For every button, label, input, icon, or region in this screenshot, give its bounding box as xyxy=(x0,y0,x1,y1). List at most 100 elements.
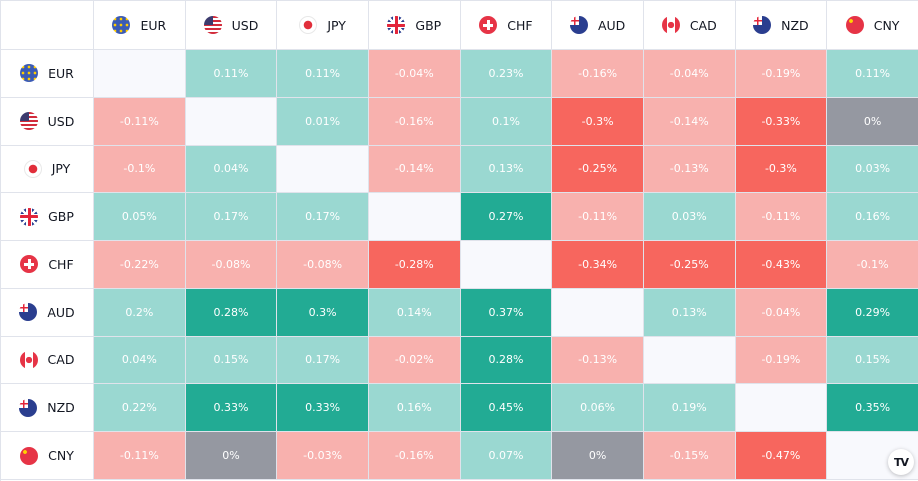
rate-cell-chf-jpy[interactable]: -0.08% xyxy=(277,241,369,289)
rate-cell-jpy-aud[interactable]: -0.25% xyxy=(552,145,644,194)
diagonal-cell xyxy=(277,145,369,194)
rate-cell-cad-eur[interactable]: 0.04% xyxy=(94,336,186,385)
rate-cell-nzd-cad[interactable]: 0.19% xyxy=(643,384,736,433)
rate-cell-aud-eur[interactable]: 0.2% xyxy=(94,288,186,337)
rate-cell-eur-gbp[interactable]: -0.04% xyxy=(368,50,461,98)
currency-code: NZD xyxy=(781,17,809,33)
column-header-gbp[interactable]: GBP xyxy=(368,1,461,50)
china-flag-icon xyxy=(20,446,39,465)
rate-cell-aud-cad[interactable]: 0.13% xyxy=(643,288,736,337)
rate-cell-usd-aud[interactable]: -0.3% xyxy=(552,97,644,146)
rate-cell-eur-nzd[interactable]: -0.19% xyxy=(735,50,828,98)
rate-cell-usd-jpy[interactable]: 0.01% xyxy=(277,97,369,146)
rate-cell-cny-nzd[interactable]: -0.47% xyxy=(735,432,828,480)
diagonal-cell xyxy=(643,336,736,385)
rate-cell-usd-cad[interactable]: -0.14% xyxy=(643,97,736,146)
row-header-jpy[interactable]: JPY xyxy=(1,145,94,194)
rate-cell-gbp-usd[interactable]: 0.17% xyxy=(185,193,278,242)
rate-cell-aud-chf[interactable]: 0.37% xyxy=(460,288,553,337)
currency-code: NZD xyxy=(47,400,75,416)
rate-cell-jpy-usd[interactable]: 0.04% xyxy=(185,145,278,194)
rate-cell-cny-usd[interactable]: 0% xyxy=(185,432,278,480)
australia-flag-icon xyxy=(19,303,38,322)
rate-cell-jpy-gbp[interactable]: -0.14% xyxy=(368,145,461,194)
rate-cell-gbp-aud[interactable]: -0.11% xyxy=(552,193,644,242)
row-header-aud[interactable]: AUD xyxy=(1,288,94,337)
rate-cell-eur-cny[interactable]: 0.11% xyxy=(827,50,918,98)
rate-cell-gbp-nzd[interactable]: -0.11% xyxy=(735,193,828,242)
rate-cell-jpy-eur[interactable]: -0.1% xyxy=(94,145,186,194)
rate-cell-eur-usd[interactable]: 0.11% xyxy=(185,50,278,98)
rate-cell-gbp-jpy[interactable]: 0.17% xyxy=(277,193,369,242)
rate-cell-jpy-cad[interactable]: -0.13% xyxy=(643,145,736,194)
rate-cell-aud-nzd[interactable]: -0.04% xyxy=(735,288,828,337)
column-header-jpy[interactable]: JPY xyxy=(277,1,369,50)
rate-cell-chf-gbp[interactable]: -0.28% xyxy=(368,241,461,289)
rate-cell-cad-usd[interactable]: 0.15% xyxy=(185,336,278,385)
rate-cell-eur-cad[interactable]: -0.04% xyxy=(643,50,736,98)
rate-cell-cny-eur[interactable]: -0.11% xyxy=(94,432,186,480)
rate-cell-aud-usd[interactable]: 0.28% xyxy=(185,288,278,337)
rate-cell-nzd-gbp[interactable]: 0.16% xyxy=(368,384,461,433)
rate-cell-chf-usd[interactable]: -0.08% xyxy=(185,241,278,289)
rate-cell-gbp-eur[interactable]: 0.05% xyxy=(94,193,186,242)
rate-cell-chf-cny[interactable]: -0.1% xyxy=(827,241,918,289)
rate-cell-nzd-usd[interactable]: 0.33% xyxy=(185,384,278,433)
rate-cell-chf-nzd[interactable]: -0.43% xyxy=(735,241,828,289)
column-header-cny[interactable]: CNY xyxy=(827,1,918,50)
rate-cell-eur-jpy[interactable]: 0.11% xyxy=(277,50,369,98)
column-header-cad[interactable]: CAD xyxy=(643,1,736,50)
rate-cell-cny-cad[interactable]: -0.15% xyxy=(643,432,736,480)
us-flag-icon xyxy=(203,16,222,34)
rate-cell-chf-cad[interactable]: -0.25% xyxy=(643,241,736,289)
rate-cell-cny-jpy[interactable]: -0.03% xyxy=(277,432,369,480)
row-header-nzd[interactable]: NZD xyxy=(1,384,94,433)
column-header-nzd[interactable]: NZD xyxy=(735,1,828,50)
rate-cell-nzd-aud[interactable]: 0.06% xyxy=(552,384,644,433)
rate-cell-nzd-jpy[interactable]: 0.33% xyxy=(277,384,369,433)
row-header-cad[interactable]: CAD xyxy=(1,336,94,385)
row-header-chf[interactable]: CHF xyxy=(1,241,94,289)
rate-cell-cad-nzd[interactable]: -0.19% xyxy=(735,336,828,385)
tradingview-logo[interactable]: TV xyxy=(888,449,914,475)
rate-cell-eur-aud[interactable]: -0.16% xyxy=(552,50,644,98)
rate-cell-cad-jpy[interactable]: 0.17% xyxy=(277,336,369,385)
rate-cell-cny-chf[interactable]: 0.07% xyxy=(460,432,553,480)
row-header-eur[interactable]: EUR xyxy=(1,50,94,98)
rate-cell-cny-aud[interactable]: 0% xyxy=(552,432,644,480)
rate-cell-eur-chf[interactable]: 0.23% xyxy=(460,50,553,98)
rate-cell-usd-chf[interactable]: 0.1% xyxy=(460,97,553,146)
column-header-usd[interactable]: USD xyxy=(185,1,278,50)
rate-cell-usd-cny[interactable]: 0% xyxy=(827,97,918,146)
rate-cell-cad-cny[interactable]: 0.15% xyxy=(827,336,918,385)
row-header-gbp[interactable]: GBP xyxy=(1,193,94,242)
uk-flag-icon xyxy=(387,16,406,34)
rate-cell-jpy-nzd[interactable]: -0.3% xyxy=(735,145,828,194)
row-header-usd[interactable]: USD xyxy=(1,97,94,146)
rate-cell-gbp-cad[interactable]: 0.03% xyxy=(643,193,736,242)
column-header-chf[interactable]: CHF xyxy=(460,1,553,50)
rate-cell-nzd-chf[interactable]: 0.45% xyxy=(460,384,553,433)
currency-code: AUD xyxy=(47,304,75,320)
rate-cell-nzd-cny[interactable]: 0.35% xyxy=(827,384,918,433)
column-header-aud[interactable]: AUD xyxy=(552,1,644,50)
rate-cell-gbp-cny[interactable]: 0.16% xyxy=(827,193,918,242)
rate-cell-jpy-cny[interactable]: 0.03% xyxy=(827,145,918,194)
column-header-eur[interactable]: EUR xyxy=(94,1,186,50)
rate-cell-cad-aud[interactable]: -0.13% xyxy=(552,336,644,385)
rate-cell-usd-eur[interactable]: -0.11% xyxy=(94,97,186,146)
rate-cell-cad-chf[interactable]: 0.28% xyxy=(460,336,553,385)
rate-cell-usd-gbp[interactable]: -0.16% xyxy=(368,97,461,146)
rate-cell-nzd-eur[interactable]: 0.22% xyxy=(94,384,186,433)
rate-cell-usd-nzd[interactable]: -0.33% xyxy=(735,97,828,146)
rate-cell-cad-gbp[interactable]: -0.02% xyxy=(368,336,461,385)
rate-cell-jpy-chf[interactable]: 0.13% xyxy=(460,145,553,194)
rate-cell-chf-eur[interactable]: -0.22% xyxy=(94,241,186,289)
rate-cell-chf-aud[interactable]: -0.34% xyxy=(552,241,644,289)
rate-cell-aud-gbp[interactable]: 0.14% xyxy=(368,288,461,337)
row-header-cny[interactable]: CNY xyxy=(1,432,94,480)
rate-cell-cny-gbp[interactable]: -0.16% xyxy=(368,432,461,480)
rate-cell-gbp-chf[interactable]: 0.27% xyxy=(460,193,553,242)
rate-cell-aud-cny[interactable]: 0.29% xyxy=(827,288,918,337)
rate-cell-aud-jpy[interactable]: 0.3% xyxy=(277,288,369,337)
